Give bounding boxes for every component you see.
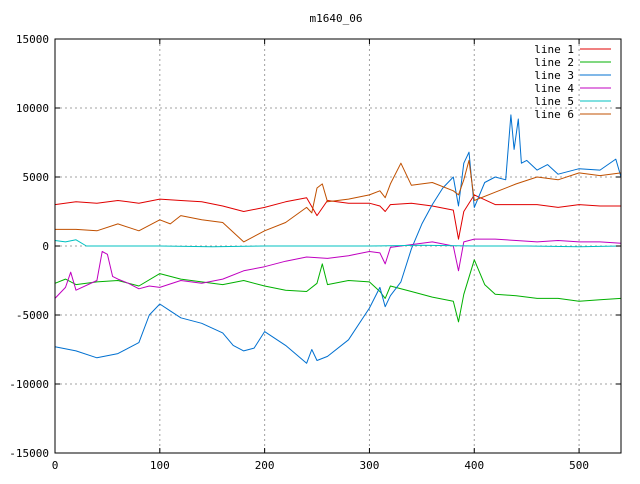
legend-label-1: line 1 (534, 43, 574, 56)
y-tick-label: 10000 (16, 102, 49, 115)
y-tick-label: -10000 (9, 378, 49, 391)
x-tick-label: 200 (255, 459, 275, 472)
legend-label-5: line 5 (534, 95, 574, 108)
y-tick-label: 5000 (23, 171, 50, 184)
x-tick-label: 100 (150, 459, 170, 472)
series-line-5 (54, 239, 622, 248)
x-tick-label: 300 (360, 459, 380, 472)
legend-label-2: line 2 (534, 56, 574, 69)
axis-ticks: 0 100 200 300 400 500 -15000 -10000 -5000 0 5000 10… (9, 33, 621, 472)
series-layer (54, 114, 622, 364)
series-line-4 (54, 238, 622, 299)
legend-label-3: line 3 (534, 69, 574, 82)
y-tick-label: 15000 (16, 33, 49, 46)
y-tick-label: -5000 (16, 309, 49, 322)
chart-title: m1640_06 (310, 12, 363, 25)
y-tick-label: -15000 (9, 447, 49, 460)
series-line-6 (55, 159, 622, 243)
x-tick-label: 500 (569, 459, 589, 472)
x-tick-label: 400 (464, 459, 484, 472)
x-tick-label: 0 (52, 459, 59, 472)
series-line-2 (54, 259, 622, 323)
series-line-3 (54, 114, 622, 364)
legend-label-4: line 4 (534, 82, 574, 95)
y-tick-label: 0 (42, 240, 49, 253)
legend-label-6: line 6 (534, 108, 574, 121)
series-line-1 (54, 194, 621, 240)
